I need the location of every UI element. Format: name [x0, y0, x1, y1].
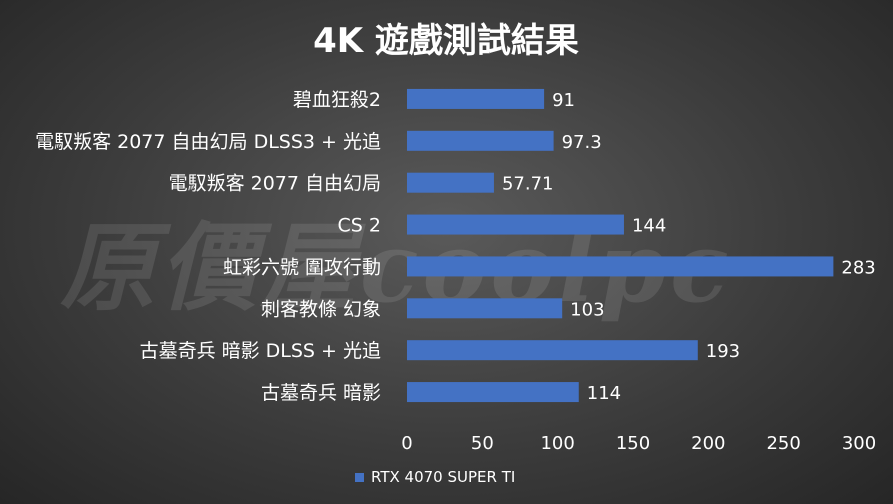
category-label-4: 虹彩六號 圍攻行動 [223, 256, 381, 278]
bar-group [407, 88, 834, 403]
legend-label: RTX 4070 SUPER TI [371, 468, 515, 486]
bar-3 [407, 214, 624, 235]
category-label-0: 碧血狂殺2 [293, 89, 381, 111]
bar-1 [407, 130, 554, 151]
value-labels: 91 97.3 57.71 144 283 103 193 114 [502, 90, 876, 404]
category-label-2: 電馭叛客 2077 自由幻局 [169, 173, 381, 195]
bar-6 [407, 340, 698, 361]
value-label-6: 193 [706, 341, 740, 362]
category-label-6: 古墓奇兵 暗影 DLSS + 光追 [140, 340, 381, 362]
chart-title: 4K 遊戲測試結果 [313, 21, 579, 61]
value-label-0: 91 [552, 90, 575, 111]
value-label-7: 114 [587, 383, 621, 404]
value-label-5: 103 [570, 299, 604, 320]
x-tick-label-5: 250 [766, 433, 800, 454]
bar-7 [407, 382, 579, 403]
x-tick-label-0: 0 [401, 433, 412, 454]
value-label-1: 97.3 [562, 132, 602, 153]
category-label-1: 電馭叛客 2077 自由幻局 DLSS3 + 光追 [35, 131, 381, 153]
bar-0 [407, 88, 545, 109]
category-label-3: CS 2 [338, 215, 381, 237]
x-tick-label-2: 100 [540, 433, 574, 454]
x-tick-label-1: 50 [471, 433, 494, 454]
value-label-3: 144 [632, 216, 666, 237]
x-tick-label-6: 300 [842, 433, 876, 454]
x-axis-ticks: 0 50 100 150 200 250 300 [401, 433, 876, 454]
value-label-2: 57.71 [502, 174, 554, 195]
bar-4 [407, 256, 834, 277]
category-label-5: 刺客教條 幻象 [261, 298, 381, 320]
value-label-4: 283 [841, 257, 875, 278]
bar-5 [407, 298, 563, 319]
category-label-7: 古墓奇兵 暗影 [261, 382, 381, 404]
legend: RTX 4070 SUPER TI [355, 468, 515, 486]
bar-2 [407, 172, 494, 193]
x-tick-label-4: 200 [691, 433, 725, 454]
x-tick-label-3: 150 [616, 433, 650, 454]
legend-swatch [355, 473, 364, 482]
